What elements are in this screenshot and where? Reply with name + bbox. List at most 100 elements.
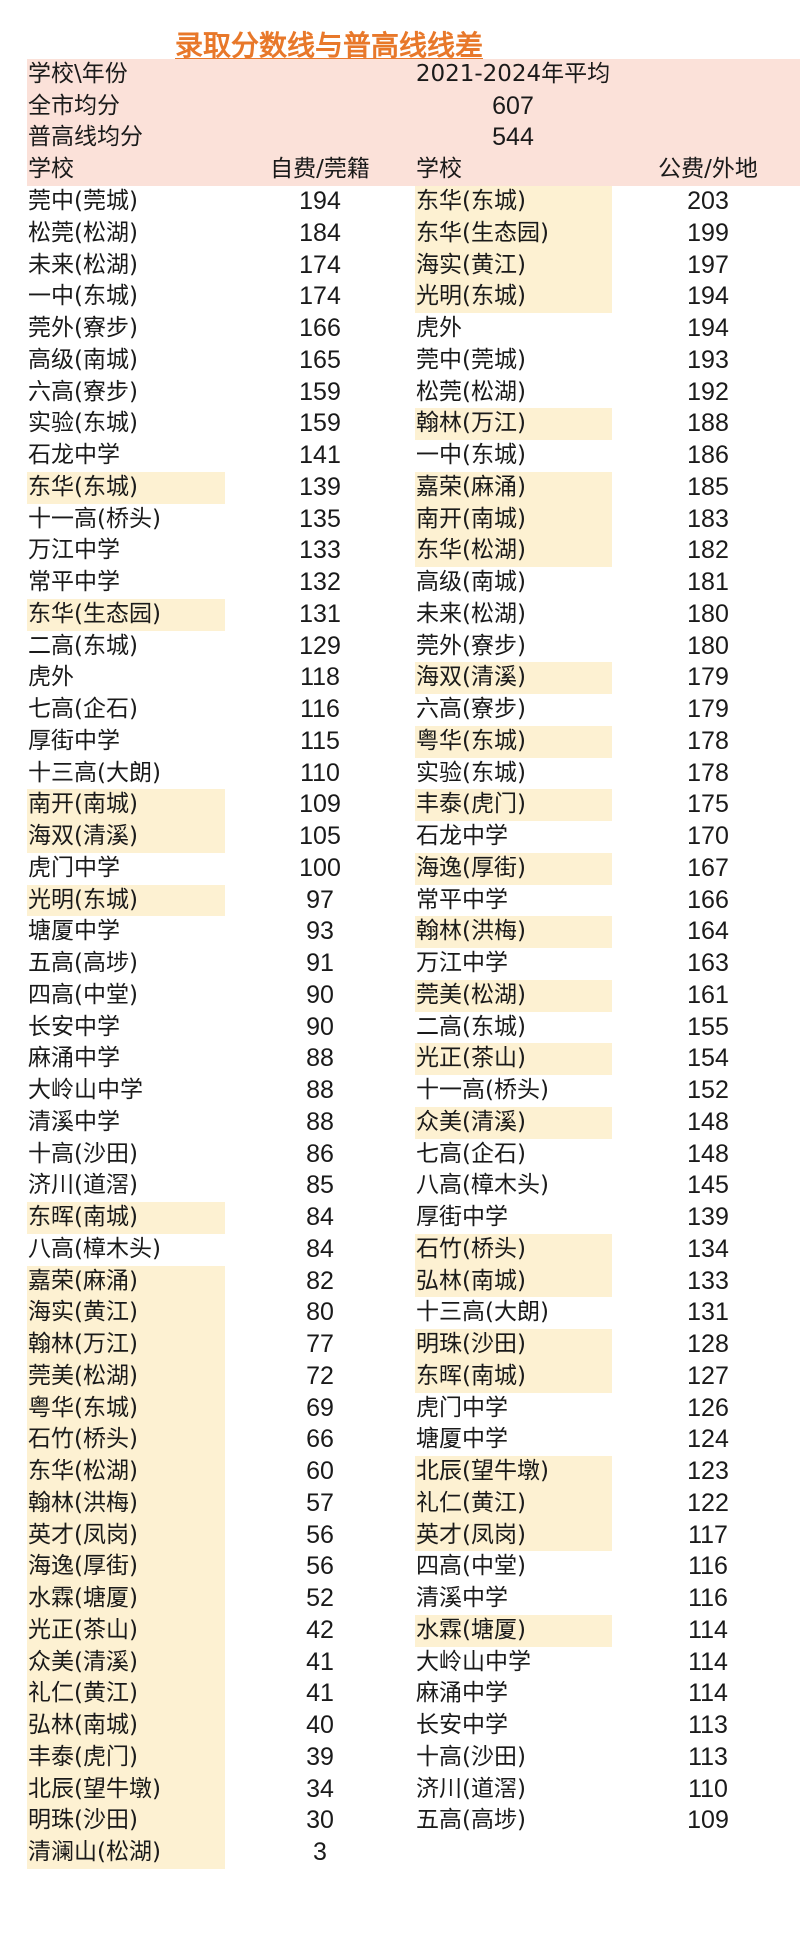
table-row: 莞中(莞城) 194 东华(东城) 203 bbox=[0, 186, 800, 218]
school-name: 水霖(塘厦) bbox=[28, 1585, 138, 1611]
score-difference: 165 bbox=[299, 345, 341, 374]
school-name: 莞美(松湖) bbox=[28, 1362, 138, 1389]
table-row: 东晖(南城) 84 厚街中学 139 bbox=[0, 1202, 800, 1234]
table-row: 明珠(沙田) 30 五高(高埗) 109 bbox=[0, 1805, 800, 1837]
column-headers: 学校 自费/莞籍 学校 公费/外地 bbox=[0, 154, 800, 186]
table-row: 礼仁(黄江) 41 麻涌中学 114 bbox=[0, 1678, 800, 1710]
school-name: 济川(道滘) bbox=[416, 1775, 526, 1802]
score-difference: 166 bbox=[687, 885, 729, 914]
score-difference: 97 bbox=[306, 885, 334, 914]
row-highlight bbox=[415, 1043, 612, 1075]
row-highlight bbox=[415, 1614, 612, 1647]
school-name: 松莞(松湖) bbox=[416, 378, 526, 405]
score-difference: 122 bbox=[687, 1488, 729, 1517]
school-name: 礼仁(黄江) bbox=[28, 1680, 138, 1707]
header-value: 607 bbox=[492, 91, 534, 120]
row-highlight bbox=[415, 408, 612, 440]
score-difference: 199 bbox=[687, 218, 729, 247]
school-name: 长安中学 bbox=[28, 1013, 120, 1040]
school-name: 众美(清溪) bbox=[28, 1648, 138, 1675]
score-difference: 115 bbox=[300, 726, 340, 755]
score-difference: 82 bbox=[306, 1266, 334, 1295]
header-label: 普高线均分 bbox=[28, 124, 143, 150]
score-difference: 134 bbox=[687, 1234, 729, 1263]
school-name: 众美(清溪) bbox=[416, 1108, 526, 1135]
row-highlight bbox=[415, 1519, 612, 1552]
table-row: 众美(清溪) 41 大岭山中学 114 bbox=[0, 1646, 800, 1679]
score-difference: 141 bbox=[299, 441, 341, 469]
score-difference: 180 bbox=[687, 631, 729, 660]
row-highlight bbox=[415, 725, 612, 758]
row-highlight bbox=[27, 1614, 225, 1647]
row-highlight bbox=[27, 1392, 225, 1425]
school-name: 麻涌中学 bbox=[28, 1045, 120, 1072]
score-difference: 100 bbox=[299, 853, 341, 882]
score-difference: 109 bbox=[299, 790, 341, 819]
score-difference: 127 bbox=[687, 1361, 729, 1390]
score-difference: 124 bbox=[687, 1425, 729, 1454]
score-difference: 41 bbox=[306, 1647, 334, 1676]
row-highlight bbox=[27, 1710, 225, 1742]
row-highlight bbox=[415, 979, 612, 1012]
score-difference: 175 bbox=[687, 790, 729, 819]
school-name: 七高(企石) bbox=[416, 1140, 526, 1167]
school-name: 莞中(莞城) bbox=[28, 188, 138, 214]
school-name: 海逸(厚街) bbox=[416, 854, 526, 881]
score-difference: 113 bbox=[688, 1711, 728, 1739]
score-difference: 86 bbox=[306, 1139, 334, 1168]
school-name: 嘉荣(麻涌) bbox=[416, 473, 526, 500]
score-difference: 40 bbox=[306, 1711, 334, 1739]
score-difference: 126 bbox=[687, 1393, 729, 1422]
row-highlight bbox=[27, 1837, 225, 1869]
school-name: 塘厦中学 bbox=[416, 1426, 508, 1453]
table-row: 翰林(洪梅) 57 礼仁(黄江) 122 bbox=[0, 1487, 800, 1520]
score-difference: 77 bbox=[306, 1330, 334, 1358]
table-row: 大岭山中学 88 十一高(桥头) 152 bbox=[0, 1075, 800, 1107]
score-difference: 203 bbox=[687, 187, 729, 215]
school-name: 高级(南城) bbox=[416, 569, 526, 595]
score-difference: 182 bbox=[687, 536, 729, 565]
school-name: 十高(沙田) bbox=[416, 1743, 526, 1770]
school-name: 北辰(望牛墩) bbox=[416, 1458, 549, 1484]
school-name: 翰林(洪梅) bbox=[416, 918, 526, 945]
table-row: 东华(东城) 139 嘉荣(麻涌) 185 bbox=[0, 471, 800, 504]
school-name: 大岭山中学 bbox=[28, 1077, 143, 1103]
table-row: 石龙中学 141 一中(东城) 186 bbox=[0, 440, 800, 472]
school-name: 大岭山中学 bbox=[416, 1648, 531, 1675]
score-difference: 159 bbox=[299, 409, 341, 438]
score-difference: 42 bbox=[306, 1615, 334, 1644]
school-name: 石龙中学 bbox=[28, 442, 120, 468]
score-difference: 174 bbox=[299, 282, 341, 311]
school-name: 丰泰(虎门) bbox=[416, 791, 526, 818]
table-row: 十三高(大朗) 110 实验(东城) 178 bbox=[0, 758, 800, 790]
table-row: 清澜山(松湖) 3 bbox=[0, 1837, 800, 1869]
table-row: 八高(樟木头) 84 石竹(桥头) 134 bbox=[0, 1233, 800, 1266]
score-difference: 128 bbox=[687, 1330, 729, 1358]
table-row: 翰林(万江) 77 明珠(沙田) 128 bbox=[0, 1329, 800, 1361]
score-difference: 179 bbox=[687, 695, 729, 723]
row-highlight bbox=[27, 1297, 225, 1329]
score-difference: 185 bbox=[687, 472, 729, 501]
score-difference: 167 bbox=[687, 853, 729, 882]
score-difference: 91 bbox=[306, 949, 334, 977]
school-name: 英才(凤岗) bbox=[416, 1521, 526, 1548]
school-name: 海双(清溪) bbox=[416, 664, 526, 691]
score-difference: 85 bbox=[306, 1171, 334, 1200]
score-difference: 57 bbox=[306, 1488, 334, 1517]
header-value: 544 bbox=[492, 123, 534, 151]
table-row: 嘉荣(麻涌) 82 弘林(南城) 133 bbox=[0, 1265, 800, 1298]
score-difference: 174 bbox=[299, 250, 341, 279]
score-difference: 148 bbox=[687, 1139, 729, 1168]
row-highlight bbox=[27, 884, 225, 917]
school-name: 莞美(松湖) bbox=[416, 981, 526, 1008]
school-name: 虎门中学 bbox=[28, 854, 120, 881]
score-difference: 133 bbox=[299, 536, 341, 565]
row-highlight bbox=[27, 1773, 225, 1806]
row-highlight bbox=[27, 598, 225, 631]
table-row: 虎门中学 100 海逸(厚街) 167 bbox=[0, 852, 800, 885]
school-name: 东华(松湖) bbox=[416, 537, 526, 564]
table-row: 英才(凤岗) 56 英才(凤岗) 117 bbox=[0, 1519, 800, 1552]
table-row: 五高(高埗) 91 万江中学 163 bbox=[0, 948, 800, 980]
score-difference: 114 bbox=[688, 1647, 728, 1676]
score-difference: 131 bbox=[687, 1298, 729, 1327]
